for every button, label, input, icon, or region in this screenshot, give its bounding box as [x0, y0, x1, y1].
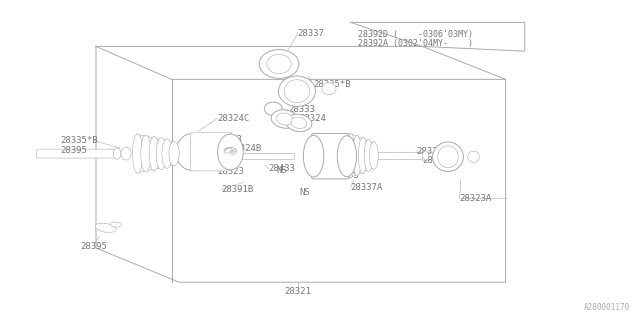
Ellipse shape [132, 134, 143, 173]
FancyBboxPatch shape [36, 149, 117, 158]
Bar [230, 153, 294, 159]
Text: 28392D (    -0306'03MY): 28392D ( -0306'03MY) [358, 30, 474, 39]
Text: NS: NS [276, 166, 287, 175]
Ellipse shape [433, 142, 463, 172]
Text: 28324: 28324 [300, 114, 326, 123]
Ellipse shape [303, 135, 324, 177]
Text: 28337: 28337 [298, 29, 324, 38]
Bar [376, 152, 422, 159]
Ellipse shape [291, 117, 307, 129]
Ellipse shape [286, 114, 312, 132]
Text: 28335*B: 28335*B [314, 80, 351, 89]
Text: 28323A: 28323A [460, 194, 492, 203]
Text: 28395: 28395 [333, 172, 360, 180]
Ellipse shape [346, 133, 355, 178]
Ellipse shape [284, 80, 310, 103]
Ellipse shape [95, 223, 116, 233]
Ellipse shape [225, 148, 236, 150]
Ellipse shape [218, 134, 243, 170]
Ellipse shape [113, 148, 121, 159]
Ellipse shape [169, 141, 179, 166]
Ellipse shape [227, 148, 237, 151]
Text: 28335*B: 28335*B [61, 136, 99, 145]
Ellipse shape [267, 54, 291, 74]
Text: 28391B: 28391B [221, 185, 253, 194]
Ellipse shape [422, 151, 429, 160]
Text: 28433: 28433 [269, 164, 296, 173]
Ellipse shape [110, 222, 122, 227]
Text: 28395: 28395 [81, 242, 108, 251]
Ellipse shape [468, 151, 479, 163]
Text: NS: NS [300, 188, 310, 197]
Ellipse shape [358, 137, 367, 174]
Ellipse shape [162, 139, 172, 168]
Ellipse shape [229, 148, 236, 153]
Text: 28324B: 28324B [229, 144, 261, 153]
Ellipse shape [259, 50, 299, 78]
Ellipse shape [369, 142, 378, 169]
Text: 28333: 28333 [288, 105, 315, 114]
Ellipse shape [121, 147, 131, 160]
FancyBboxPatch shape [312, 133, 349, 179]
Text: 28324A: 28324A [416, 148, 448, 156]
Ellipse shape [364, 140, 373, 172]
Ellipse shape [276, 113, 293, 125]
Text: 28395: 28395 [61, 146, 88, 155]
Ellipse shape [230, 149, 236, 155]
Ellipse shape [322, 83, 336, 95]
Ellipse shape [438, 146, 458, 168]
FancyBboxPatch shape [191, 133, 232, 171]
Ellipse shape [264, 102, 282, 116]
Text: 28324C: 28324C [218, 114, 250, 123]
Ellipse shape [271, 110, 298, 128]
Text: 28323: 28323 [218, 167, 244, 176]
Ellipse shape [278, 76, 316, 106]
Text: 28321: 28321 [284, 287, 311, 296]
Ellipse shape [141, 135, 151, 172]
Ellipse shape [353, 135, 362, 176]
Ellipse shape [176, 134, 208, 170]
Text: 28393: 28393 [216, 135, 243, 144]
Text: 28395: 28395 [422, 156, 449, 165]
Text: 28392A (0302'04MY-    ): 28392A (0302'04MY- ) [358, 39, 474, 48]
Ellipse shape [337, 136, 356, 177]
Text: 28337A: 28337A [351, 183, 383, 192]
Ellipse shape [224, 148, 234, 151]
Ellipse shape [149, 136, 159, 171]
Text: A280001170: A280001170 [584, 303, 630, 312]
Ellipse shape [156, 138, 166, 170]
Ellipse shape [225, 148, 232, 153]
